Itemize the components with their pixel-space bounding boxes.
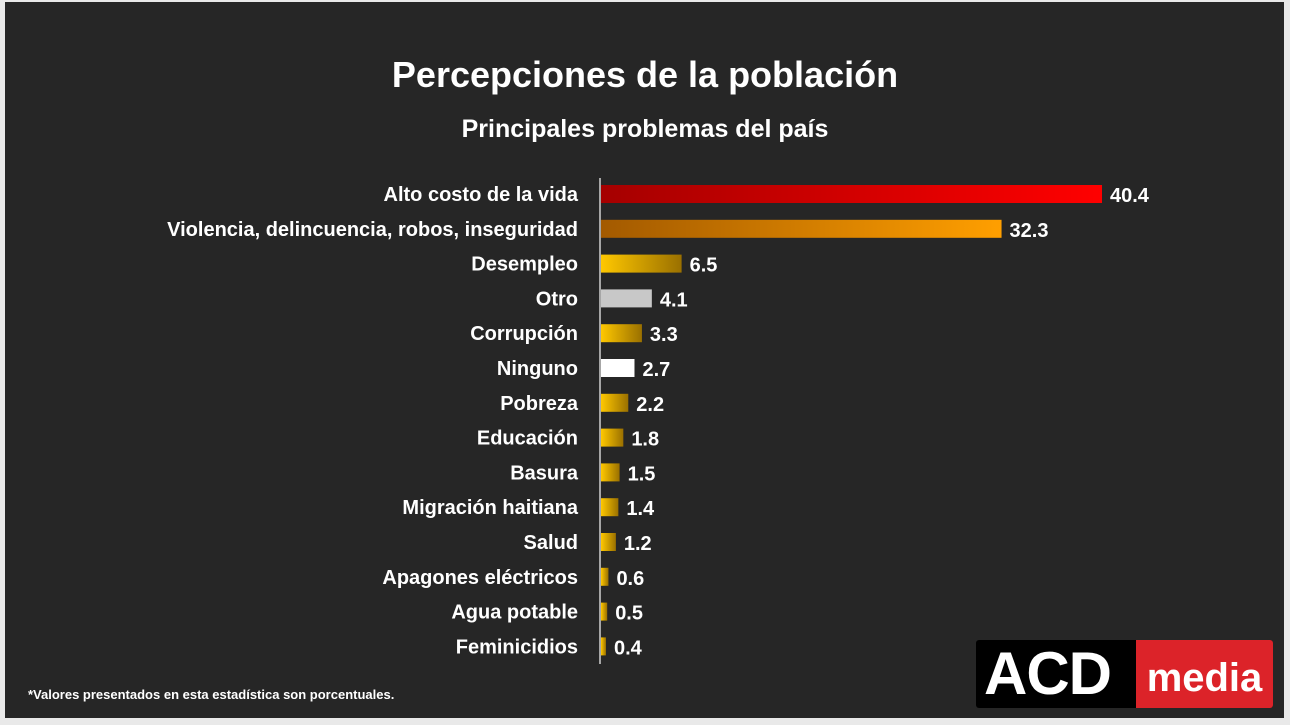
- logo-media: media: [1136, 640, 1273, 708]
- logo-acd: ACD: [984, 640, 1112, 707]
- bar: [601, 463, 620, 482]
- category-label: Otro: [536, 288, 578, 310]
- data-label: 1.2: [624, 533, 652, 555]
- category-label: Desempleo: [471, 254, 578, 276]
- data-label: 0.6: [616, 568, 644, 590]
- footnote: *Valores presentados en esta estadística…: [28, 687, 395, 702]
- category-label: Basura: [510, 462, 579, 484]
- bar: [601, 498, 619, 517]
- bar: [601, 567, 609, 586]
- data-label: 4.1: [660, 289, 688, 311]
- bar: [601, 219, 1002, 238]
- data-label: 6.5: [690, 255, 718, 277]
- category-label: Agua potable: [451, 602, 578, 624]
- category-label: Educación: [477, 428, 578, 450]
- data-label: 40.4: [1110, 185, 1150, 207]
- category-label: Pobreza: [500, 393, 579, 415]
- bar: [601, 602, 608, 621]
- bar: [601, 324, 642, 343]
- data-label: 2.7: [642, 359, 670, 381]
- bar: [601, 428, 624, 447]
- data-label: 0.4: [614, 637, 643, 659]
- bar: [601, 185, 1102, 203]
- bar: [601, 637, 606, 656]
- category-label: Violencia, delincuencia, robos, inseguri…: [167, 219, 578, 241]
- category-label: Corrupción: [470, 323, 578, 345]
- data-label: 0.5: [615, 603, 643, 625]
- data-label: 3.3: [650, 324, 678, 346]
- bar: [601, 289, 652, 308]
- data-label: 1.4: [626, 498, 655, 520]
- bar: [601, 254, 682, 273]
- acd-media-logo: ACD media: [976, 640, 1273, 708]
- chart-subtitle: Principales problemas del país: [461, 115, 829, 143]
- category-label: Ninguno: [497, 358, 578, 380]
- category-label: Migración haitiana: [402, 497, 578, 519]
- data-label: 1.5: [628, 463, 656, 485]
- data-label: 2.2: [636, 394, 664, 416]
- bar: [601, 393, 629, 412]
- data-label: 32.3: [1010, 220, 1049, 242]
- category-label: Alto costo de la vida: [384, 184, 579, 206]
- chart-title: Percepciones de la población: [391, 54, 899, 95]
- bar: [601, 359, 635, 377]
- bar: [601, 533, 616, 551]
- category-label: Salud: [524, 532, 578, 554]
- category-label: Apagones eléctricos: [382, 567, 578, 589]
- data-label: 1.8: [631, 429, 659, 451]
- slide-background: [5, 2, 1284, 718]
- category-label: Feminicidios: [456, 636, 578, 658]
